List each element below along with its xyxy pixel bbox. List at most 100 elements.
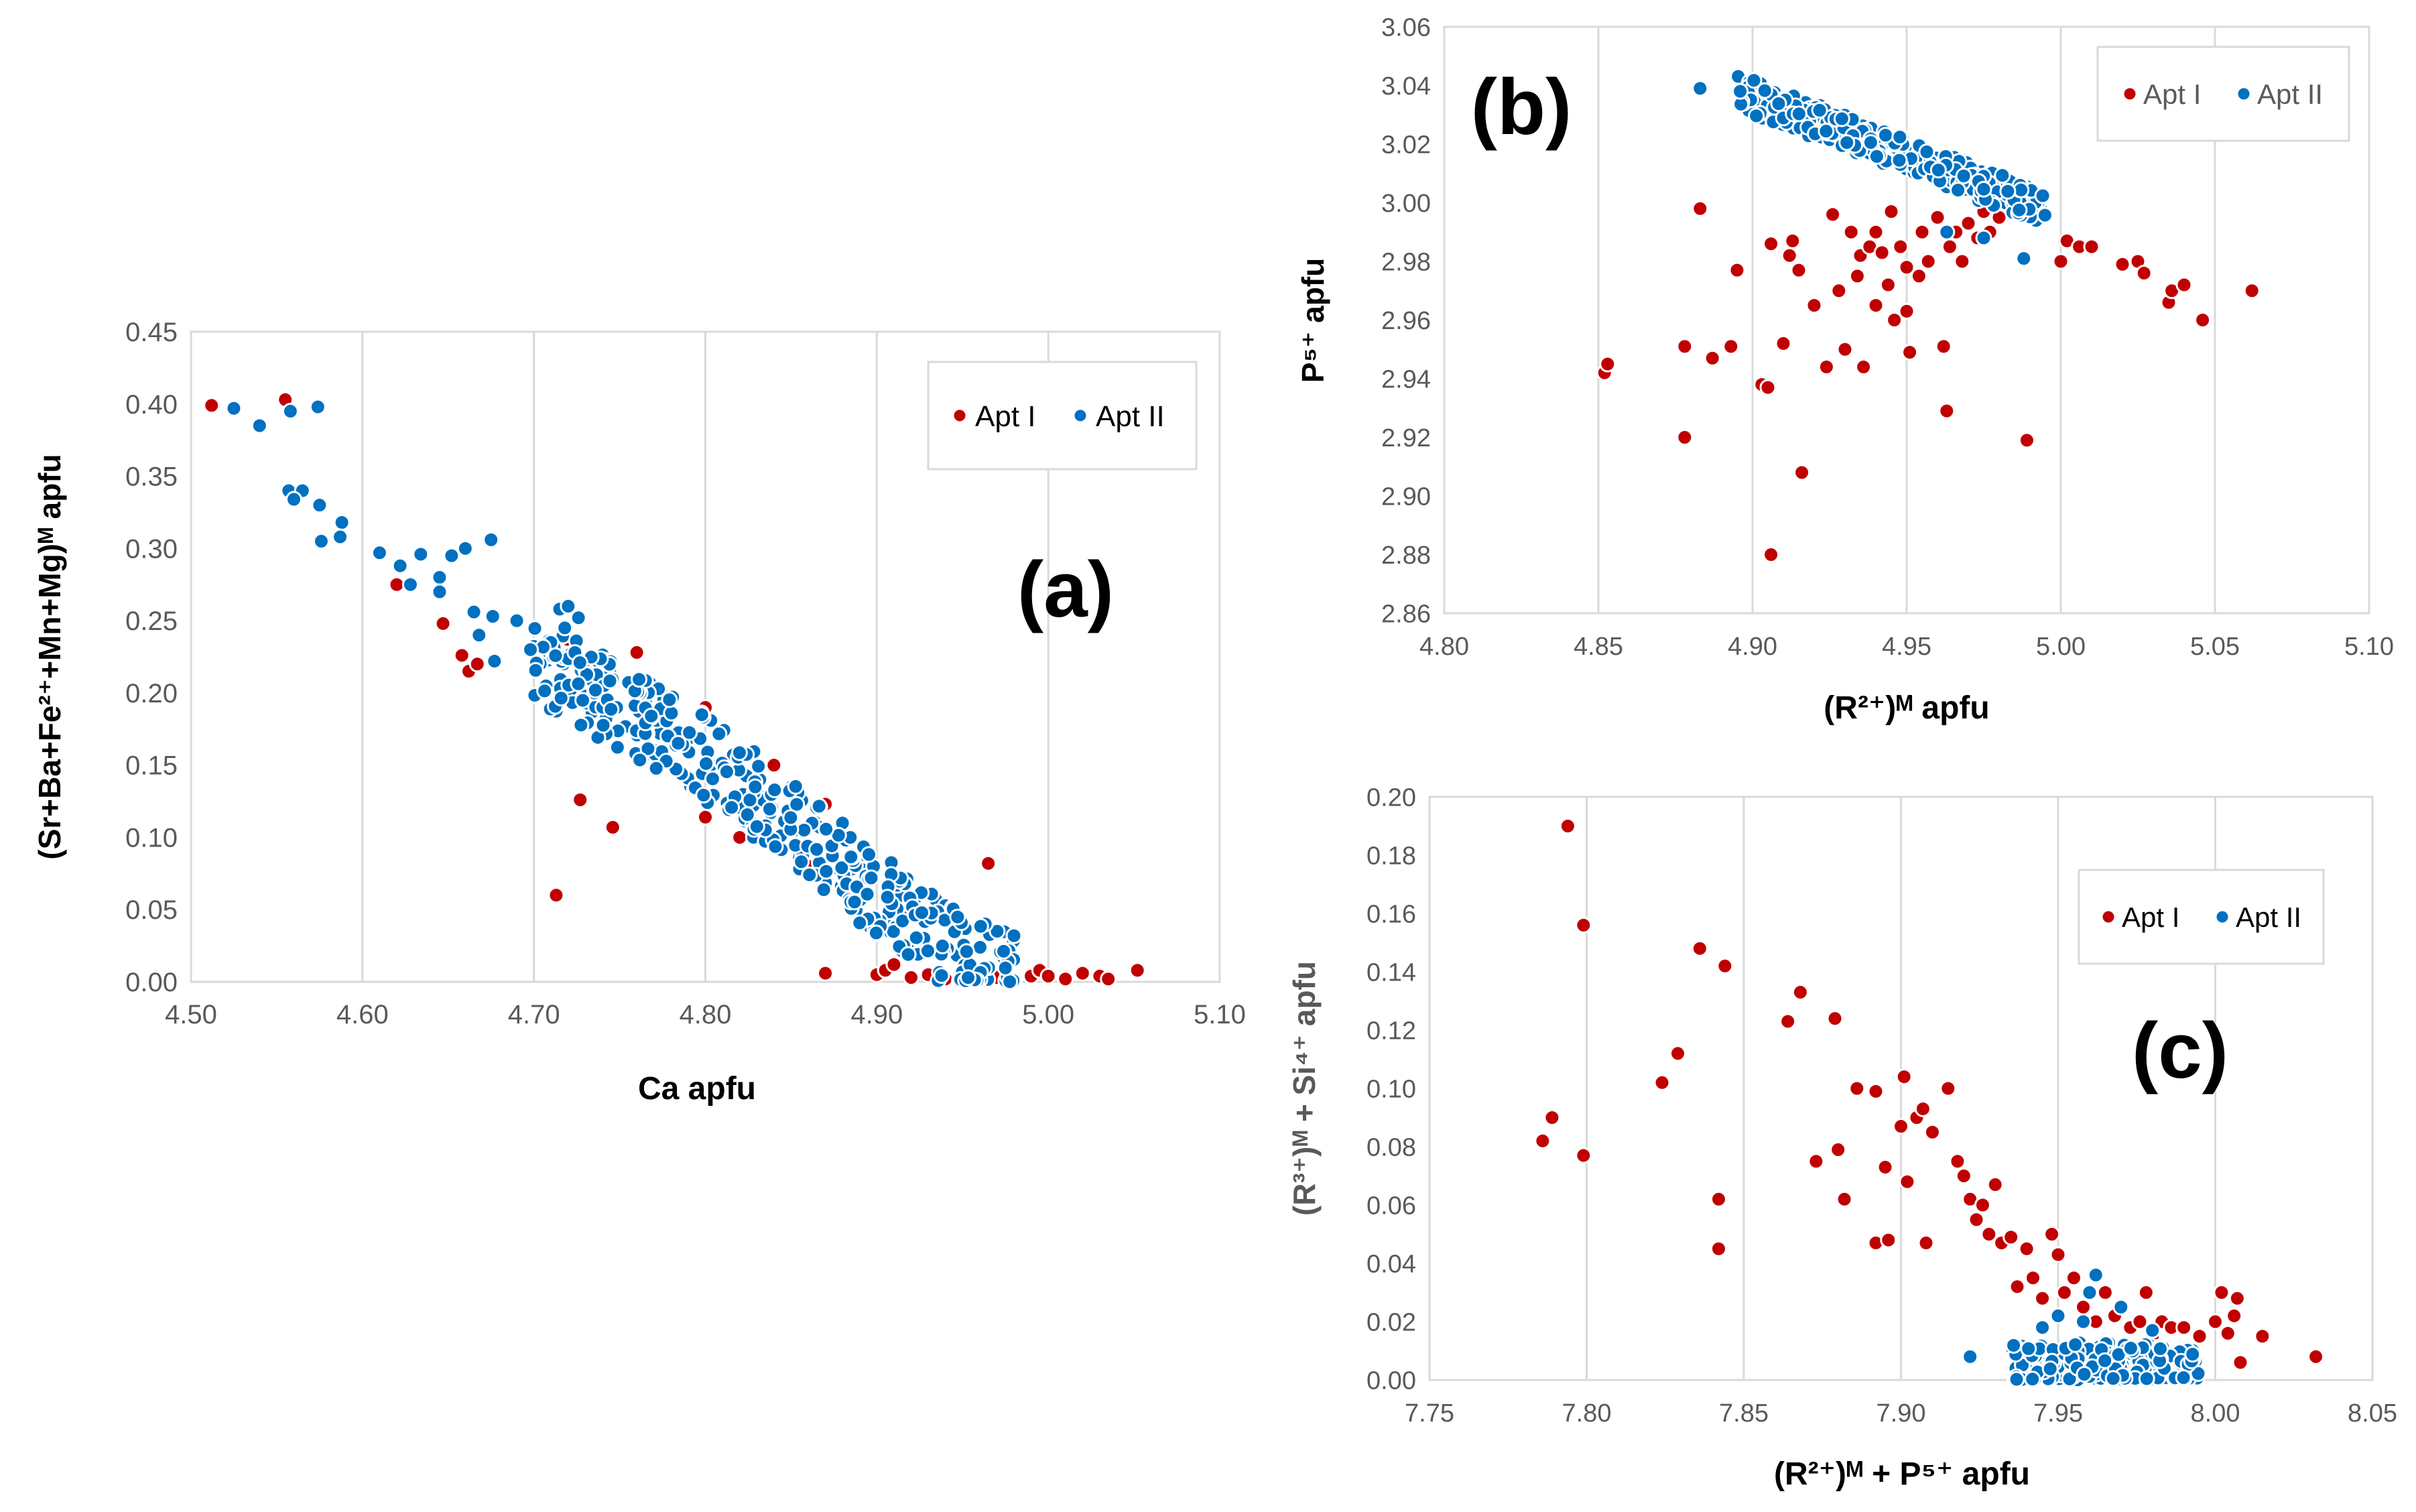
panel-a-point-apt-ii bbox=[508, 612, 525, 629]
panel-c-y-tick-label: 0.00 bbox=[1366, 1367, 1416, 1395]
panel-a-x-tick-label: 4.50 bbox=[165, 1000, 217, 1029]
panel-b-point-apt-i bbox=[1830, 282, 1848, 300]
panel-b-x-tick-label: 5.10 bbox=[2344, 633, 2394, 661]
panel-b-point-apt-i bbox=[1781, 247, 1798, 264]
panel-c-point-apt-i bbox=[1826, 1010, 1844, 1027]
panel-a-point-apt-ii-band bbox=[730, 744, 748, 761]
panel-a-point-apt-ii bbox=[456, 540, 474, 557]
panel-a-legend: Apt I Apt II bbox=[927, 361, 1198, 470]
panel-b-point-apt-ii bbox=[1692, 80, 1709, 97]
panel-a-point-apt-ii bbox=[484, 608, 501, 625]
panel-c-x-axis-label: (R²⁺)ᴹ + P⁵⁺ apfu bbox=[1774, 1456, 2030, 1492]
panel-a-point-apt-ii bbox=[311, 497, 328, 514]
panel-a-point-apt-ii-band bbox=[833, 859, 850, 877]
panel-b-y-tick-label: 2.98 bbox=[1381, 248, 1431, 276]
panel-b-point-apt-i bbox=[1929, 208, 1946, 226]
panel-b-point-apt-i bbox=[1919, 253, 1937, 270]
panel-a-point-apt-ii-band bbox=[842, 848, 860, 866]
panel-b-point-apt-ii-band bbox=[1994, 167, 2011, 184]
panel-a-point-apt-ii-band bbox=[899, 946, 917, 963]
panel-a-point-apt-ii bbox=[225, 399, 243, 417]
panel-a-point-apt-ii-band bbox=[594, 716, 612, 734]
panel-b-point-apt-i bbox=[2194, 312, 2212, 328]
panel-c-point-apt-i bbox=[1880, 1231, 1897, 1249]
panel-b-point-apt-ii-band bbox=[1811, 102, 1828, 119]
panel-a-point-apt-ii-band bbox=[934, 937, 951, 954]
panel-a-point-apt-ii-band bbox=[846, 893, 863, 911]
panel-b-scatter: 4.80 4.85 4.90 4.95 5.00 5.05 5.10 2.86 2.88 2.9… bbox=[1295, 13, 2394, 726]
panel-b-y-tick-label: 2.90 bbox=[1381, 483, 1431, 511]
panel-c-point-apt-i bbox=[1575, 1147, 1592, 1164]
panel-c-point-apt-i bbox=[1830, 1141, 1847, 1158]
panel-b-x-tick-label: 5.00 bbox=[2036, 633, 2086, 661]
panel-b-point-apt-ii-band bbox=[1999, 182, 2017, 200]
panel-b-point-apt-ii-band bbox=[1891, 151, 1908, 169]
panel-a-point-apt-ii-band bbox=[552, 690, 570, 707]
panel-c-point-apt-i bbox=[2096, 1284, 2114, 1301]
panel-c-point-apt-i bbox=[1559, 818, 1576, 834]
panel-a-point-apt-i bbox=[548, 887, 565, 904]
panel-a-point-apt-ii-band bbox=[704, 770, 721, 788]
panel-a-point-apt-ii-band bbox=[586, 682, 604, 699]
panel-a-point-apt-ii-band bbox=[663, 704, 680, 722]
panel-c-point-apt-i bbox=[2191, 1328, 2208, 1345]
panel-a-point-apt-ii-band bbox=[863, 869, 880, 887]
panel-a-point-apt-ii-band bbox=[989, 922, 1006, 940]
panel-c-point-apt-i bbox=[1710, 1190, 1727, 1208]
panel-c-point-apt-ii-band bbox=[2122, 1340, 2139, 1357]
panel-c-y-axis-label: (R³⁺)ᴹ + Si⁴⁺ apfu bbox=[1287, 961, 1322, 1216]
panel-b-y-tick-label: 2.86 bbox=[1381, 600, 1431, 628]
panel-b-point-apt-i bbox=[1836, 340, 1854, 358]
panel-c-point-apt-i bbox=[1980, 1226, 1998, 1243]
panel-b-point-apt-i bbox=[1784, 232, 1801, 249]
panel-b-point-apt-i bbox=[1960, 214, 1977, 232]
panel-c-y-tick-label: 0.06 bbox=[1366, 1192, 1416, 1220]
panel-a-point-apt-ii bbox=[486, 652, 503, 670]
panel-c-point-apt-i bbox=[1779, 1013, 1797, 1030]
panel-a-point-apt-ii-band bbox=[787, 777, 804, 795]
panel-a-x-axis-label: Ca apfu bbox=[638, 1071, 756, 1107]
panel-c-point-apt-i bbox=[1691, 940, 1708, 957]
panel-b-point-apt-ii-band bbox=[1833, 110, 1850, 127]
panel-b-y-tick-label: 3.00 bbox=[1381, 190, 1431, 218]
panel-c-scatter: 7.75 7.80 7.85 7.90 7.95 8.00 8.05 0.00 0.02 0.0… bbox=[1287, 783, 2397, 1492]
panel-a-point-apt-ii bbox=[570, 609, 587, 627]
panel-a-point-apt-ii bbox=[431, 568, 448, 586]
panel-a-point-apt-ii bbox=[556, 619, 574, 637]
panel-c-point-apt-i bbox=[1986, 1176, 2004, 1194]
panel-c-point-apt-i bbox=[2018, 1240, 2035, 1257]
panel-a-point-apt-i bbox=[453, 647, 470, 664]
panel-c-point-apt-i bbox=[2226, 1307, 2243, 1324]
panel-c-x-tick-label: 8.00 bbox=[2191, 1399, 2240, 1428]
panel-b-point-apt-ii-band bbox=[2034, 187, 2051, 204]
panel-c-point-apt-i bbox=[2002, 1228, 2020, 1246]
panel-c-point-apt-i bbox=[1949, 1153, 1966, 1170]
panel-b-point-apt-i bbox=[1910, 267, 1927, 285]
panel-c-legend-label-apt-ii: Apt II bbox=[2236, 901, 2301, 933]
panel-c-y-tick-label: 0.12 bbox=[1366, 1017, 1416, 1045]
panel-b-legend-marker-apt-ii bbox=[2236, 86, 2252, 102]
panel-b-point-apt-i bbox=[1867, 223, 1885, 241]
panel-c-point-apt-i bbox=[2043, 1226, 2061, 1243]
panel-a-point-apt-ii bbox=[443, 547, 460, 564]
panel-c-point-apt-i bbox=[2131, 1313, 2149, 1330]
panel-b-point-apt-i bbox=[2114, 255, 2131, 273]
panel-b-point-apt-ii bbox=[1938, 223, 1956, 241]
panel-a-point-apt-ii-band bbox=[933, 967, 950, 985]
panel-a-point-apt-ii bbox=[312, 533, 330, 550]
panel-a-point-apt-ii-band bbox=[536, 682, 554, 700]
panel-b-point-apt-i bbox=[1867, 297, 1885, 314]
panel-a-point-apt-ii-band bbox=[949, 908, 966, 926]
panel-a-point-apt-i bbox=[434, 615, 452, 632]
panel-c-point-apt-i bbox=[2034, 1289, 2051, 1307]
panel-c-point-apt-i bbox=[2024, 1269, 2041, 1287]
panel-a-y-tick-label: 0.45 bbox=[125, 318, 178, 347]
panel-b-point-apt-i bbox=[2175, 276, 2193, 294]
panel-a-point-apt-ii-band bbox=[681, 724, 698, 741]
panel-b-legend-label-apt-ii: Apt II bbox=[2257, 78, 2323, 110]
panel-a-point-apt-ii-band bbox=[867, 924, 885, 942]
panel-c-point-apt-ii bbox=[2112, 1298, 2130, 1316]
panel-a-point-apt-ii-band bbox=[851, 914, 869, 932]
panel-a-y-tick-label: 0.25 bbox=[125, 607, 178, 636]
panel-a-point-apt-i bbox=[885, 956, 903, 973]
